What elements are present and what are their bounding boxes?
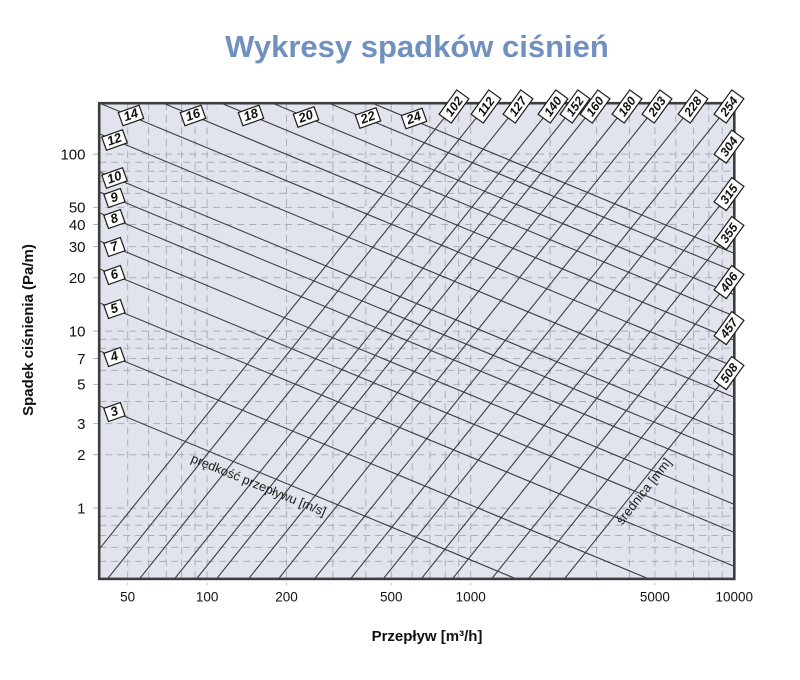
svg-text:1: 1 [77,500,85,517]
svg-text:7: 7 [77,351,85,368]
svg-text:Wykresy spadków ciśnień: Wykresy spadków ciśnień [225,29,609,64]
svg-text:5000: 5000 [640,589,670,604]
svg-text:16: 16 [183,105,202,124]
svg-text:40: 40 [69,217,86,234]
svg-text:20: 20 [295,106,315,126]
svg-text:50: 50 [69,200,86,217]
svg-text:100: 100 [60,146,85,163]
svg-text:10000: 10000 [716,589,754,604]
svg-text:500: 500 [380,589,403,604]
svg-text:14: 14 [121,105,140,124]
svg-text:10: 10 [105,167,124,186]
svg-text:12: 12 [105,129,124,148]
svg-text:1000: 1000 [456,589,486,604]
svg-text:20: 20 [69,270,86,287]
svg-text:30: 30 [69,239,86,256]
svg-text:200: 200 [275,589,298,604]
svg-text:Przepływ [m³/h]: Przepływ [m³/h] [372,628,483,645]
svg-text:24: 24 [403,108,423,128]
svg-text:100: 100 [196,589,219,604]
svg-text:18: 18 [241,105,260,124]
svg-text:2: 2 [77,447,85,464]
svg-text:3: 3 [77,416,85,433]
svg-text:22: 22 [357,107,377,127]
svg-text:Spadek ciśnienia (Pa/m): Spadek ciśnienia (Pa/m) [20,244,37,416]
svg-text:50: 50 [120,589,135,604]
svg-text:10: 10 [69,323,86,340]
svg-text:5: 5 [77,377,85,394]
